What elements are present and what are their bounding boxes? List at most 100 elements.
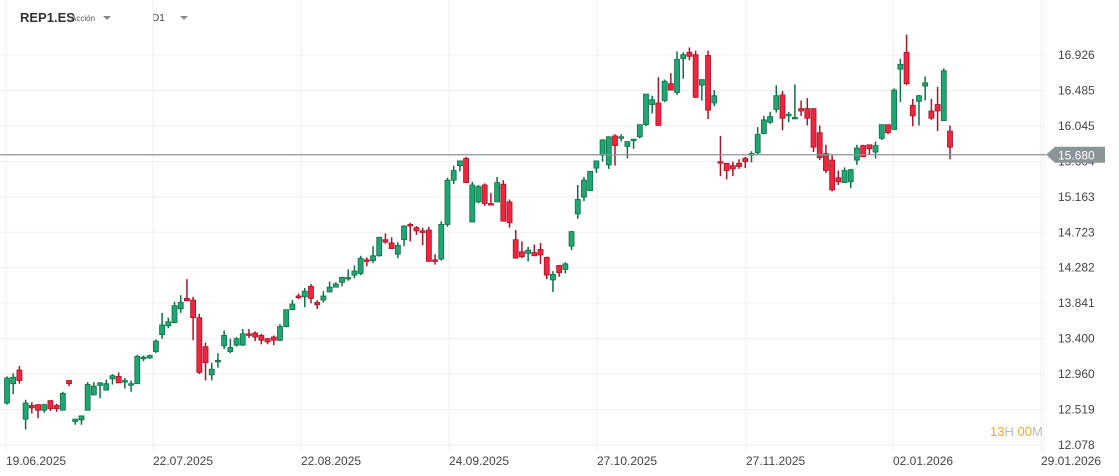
candle — [456, 160, 463, 167]
candle — [407, 224, 414, 227]
countdown-minutes-unit: M — [1031, 424, 1043, 439]
timeframe-dropdown-chevron-icon[interactable] — [180, 16, 188, 20]
candle — [146, 355, 153, 359]
candle — [829, 159, 836, 191]
candle — [605, 136, 612, 166]
candle — [723, 162, 730, 171]
instrument-type-label: Acción — [71, 14, 96, 23]
candle — [277, 326, 283, 341]
candle — [556, 265, 563, 274]
candle — [537, 248, 544, 256]
candle — [301, 290, 308, 298]
candle — [909, 104, 916, 117]
candle — [928, 110, 935, 119]
candle — [934, 104, 941, 112]
candle — [897, 63, 904, 70]
price-tick-label: 15.163 — [1058, 190, 1095, 204]
candle — [258, 335, 265, 341]
candle — [97, 382, 103, 386]
candle — [481, 184, 488, 204]
candle — [599, 139, 606, 156]
candle — [916, 95, 922, 102]
candle — [109, 375, 116, 380]
candle — [16, 369, 23, 381]
candle — [444, 179, 451, 225]
price-tick-label: 12.960 — [1058, 367, 1095, 381]
candle — [574, 199, 581, 215]
candle — [550, 273, 556, 281]
candle — [512, 239, 519, 259]
price-tick-label: 13.841 — [1058, 296, 1095, 310]
candle — [450, 170, 457, 181]
candle — [531, 252, 538, 257]
candle — [432, 259, 438, 262]
candle — [792, 117, 798, 120]
candle — [233, 338, 240, 346]
date-tick-label: 24.09.2025 — [449, 454, 509, 468]
candle — [500, 183, 507, 222]
price-tick-label: 14.282 — [1058, 261, 1095, 275]
candle — [332, 283, 339, 288]
current-price-label: 15.680 — [1058, 149, 1095, 163]
candle — [215, 359, 221, 363]
candle — [134, 355, 141, 385]
candle — [581, 179, 587, 198]
candle — [227, 347, 234, 352]
candle — [692, 54, 699, 98]
candle — [10, 376, 17, 385]
candle — [568, 231, 575, 247]
date-tick-label: 02.01.2026 — [893, 454, 953, 468]
price-tick-label: 13.400 — [1058, 332, 1095, 346]
symbol-label[interactable]: REP1.ES — [20, 10, 75, 25]
candle — [866, 144, 873, 150]
symbol-dropdown-chevron-icon[interactable] — [103, 16, 111, 20]
time-axis[interactable]: 19.06.2025 22.07.2025 22.08.2025 24.09.2025… — [6, 454, 1101, 468]
candle — [804, 108, 811, 119]
candle — [543, 257, 550, 276]
candle — [878, 124, 885, 139]
candle — [891, 89, 898, 130]
candle — [66, 380, 72, 385]
candle — [28, 405, 35, 409]
candle — [742, 158, 749, 163]
candle — [270, 336, 277, 341]
date-tick-label: 29.01.2026 — [1041, 454, 1101, 468]
candle — [841, 170, 848, 183]
candle — [773, 95, 780, 110]
candle — [419, 230, 426, 233]
candle — [115, 376, 122, 384]
candle — [345, 277, 352, 280]
candle — [903, 51, 910, 85]
candle — [59, 392, 66, 411]
candle — [35, 404, 41, 411]
candle — [4, 377, 10, 404]
candle — [698, 79, 705, 86]
candle — [264, 338, 271, 343]
candle — [612, 135, 618, 146]
candle — [618, 136, 625, 139]
candle — [326, 286, 333, 293]
candle — [947, 130, 953, 148]
candle — [196, 317, 203, 373]
candle — [351, 270, 358, 276]
candle — [438, 224, 445, 260]
candle — [823, 153, 829, 171]
candle — [717, 161, 724, 164]
candle — [53, 405, 60, 410]
candle — [184, 298, 190, 302]
candle — [190, 299, 197, 319]
candle — [885, 124, 891, 134]
candle — [283, 309, 290, 327]
candle — [320, 295, 327, 301]
candle — [90, 385, 97, 396]
price-tick-label: 16.045 — [1058, 119, 1095, 133]
current-price-marker: 15.680 — [1046, 146, 1105, 163]
candle — [705, 55, 711, 111]
candle — [661, 80, 668, 101]
candle — [525, 249, 532, 254]
candle — [382, 239, 389, 243]
candle — [860, 145, 867, 158]
price-axis[interactable]: 16.92616.48516.04515.60415.16314.72314.2… — [1058, 48, 1095, 452]
timeframe-label[interactable]: D1 — [152, 13, 165, 24]
